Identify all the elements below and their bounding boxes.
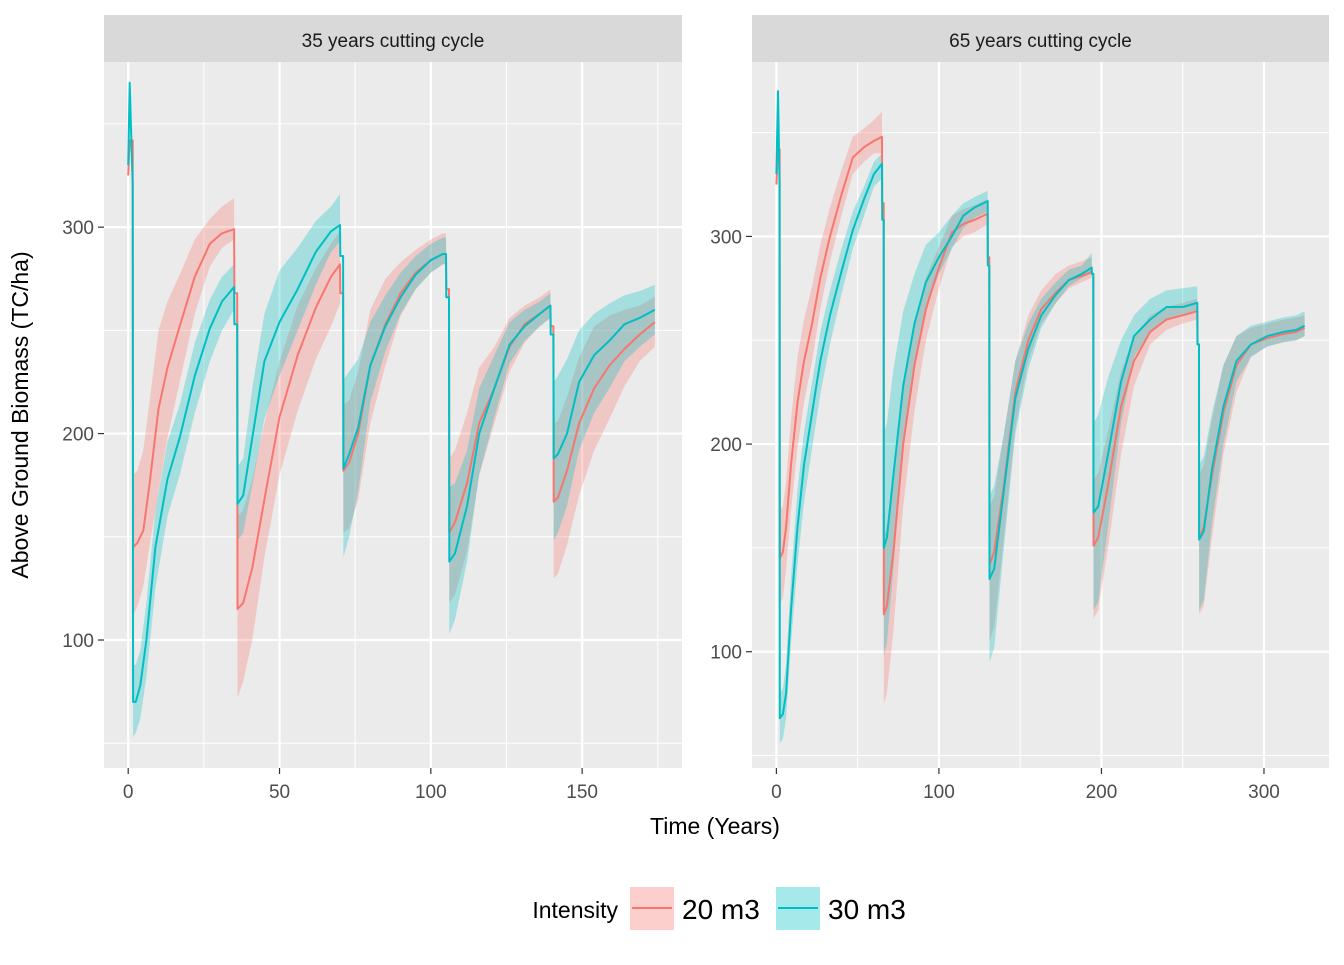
- facet-strip: [104, 15, 682, 62]
- y-tick-label: 300: [62, 218, 94, 239]
- facet-panel-2: 65 years cutting cycle 0 100 200 300 100 200 30…: [710, 15, 1329, 803]
- x-axis-label: Time (Years): [650, 813, 780, 839]
- series-line-30-m3: [127, 81, 656, 703]
- x-tick-label: 300: [1248, 782, 1280, 803]
- legend-title: Intensity: [532, 897, 618, 923]
- facet-panels: 35 years cutting cycle 0 50 100 150 100 200 300…: [62, 15, 1329, 803]
- facet-strip-title: 65 years cutting cycle: [949, 31, 1132, 52]
- facet-strip: [752, 15, 1329, 62]
- panel-background: [104, 62, 682, 768]
- ribbon-20-m3: [128, 140, 655, 698]
- legend-label-20-m3: 20 m3: [682, 894, 760, 925]
- facet-strip-title: 35 years cutting cycle: [302, 31, 485, 52]
- x-tick-label: 50: [269, 782, 290, 803]
- y-tick-label: 100: [710, 643, 742, 664]
- y-tick-label: 200: [62, 425, 94, 446]
- x-tick-label: 0: [771, 782, 782, 803]
- x-tick-label: 200: [1086, 782, 1118, 803]
- x-tick-label: 100: [415, 782, 447, 803]
- facet-panel-1: 35 years cutting cycle 0 50 100 150 100 200 300: [62, 15, 682, 803]
- plot-area: [127, 81, 656, 738]
- x-tick-label: 100: [923, 782, 955, 803]
- y-tick-label: 200: [710, 435, 742, 456]
- y-axis-label: Above Ground Biomass (TC/ha): [7, 251, 33, 578]
- legend: Intensity 20 m3 30 m3: [532, 887, 906, 930]
- panel-background: [752, 62, 1329, 768]
- series-line-30-m3: [775, 90, 1306, 720]
- x-tick-label: 150: [566, 782, 598, 803]
- legend-key-20-m3: [630, 887, 674, 930]
- x-tick-label: 0: [123, 782, 134, 803]
- y-tick-label: 300: [710, 227, 742, 248]
- legend-label-30-m3: 30 m3: [828, 894, 906, 925]
- plot-area: [775, 90, 1306, 744]
- legend-key-30-m3: [776, 887, 820, 930]
- y-tick-label: 100: [62, 631, 94, 652]
